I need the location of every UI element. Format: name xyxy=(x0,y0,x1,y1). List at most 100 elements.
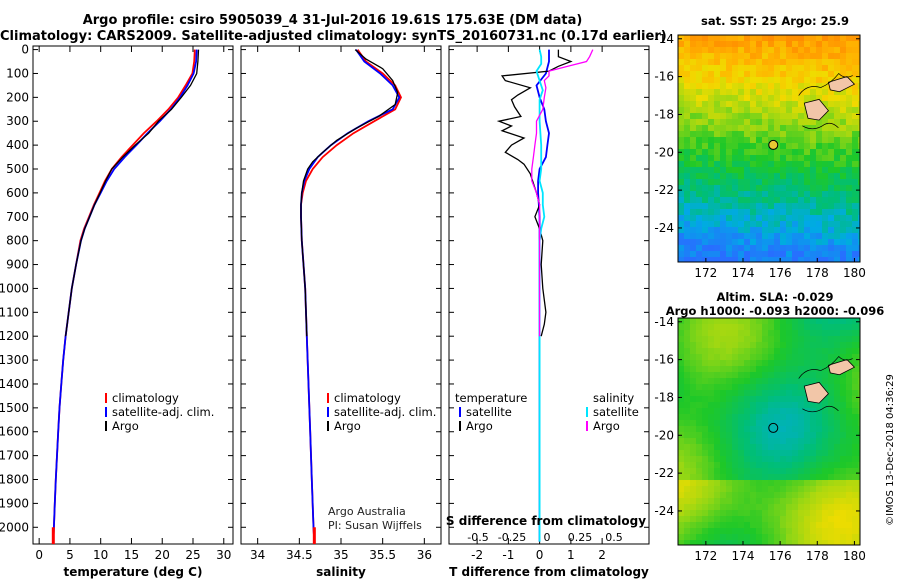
sst-cell xyxy=(744,257,751,262)
sst-cell xyxy=(792,245,799,252)
sst-cell xyxy=(708,227,715,234)
sst-cell xyxy=(852,239,859,246)
sla-cell xyxy=(756,408,763,415)
sla-cell xyxy=(780,348,787,355)
sla-cell xyxy=(786,414,793,421)
depth-tick-label: 300 xyxy=(6,114,29,128)
depth-tick-label: 900 xyxy=(6,258,29,272)
sla-cell xyxy=(840,396,847,403)
sla-cell xyxy=(738,462,745,469)
sst-cell xyxy=(792,203,799,210)
sla-cell xyxy=(744,510,751,517)
sla-cell xyxy=(684,486,691,493)
sst-cell xyxy=(732,143,739,150)
sst-cell xyxy=(810,65,817,72)
sla-cell xyxy=(822,438,829,445)
sst-cell xyxy=(822,167,829,174)
sla-cell xyxy=(762,360,769,367)
sla-cell xyxy=(708,444,715,451)
sst-cell xyxy=(840,131,847,138)
sst-cell xyxy=(756,191,763,198)
sst-cell xyxy=(798,47,805,54)
sst-cell xyxy=(810,239,817,246)
sla-cell xyxy=(822,462,829,469)
sla-cell xyxy=(690,390,697,397)
sla-cell xyxy=(840,354,847,361)
sst-cell xyxy=(702,65,709,72)
sla-cell xyxy=(834,348,841,355)
sla-cell xyxy=(810,414,817,421)
sst-cell xyxy=(714,71,721,78)
sst-cell xyxy=(858,173,860,180)
sst-cell xyxy=(708,191,715,198)
sst-cell xyxy=(732,137,739,144)
sla-cell xyxy=(786,486,793,493)
sla-cell xyxy=(792,474,799,481)
sla-cell xyxy=(720,450,727,457)
sst-cell xyxy=(840,41,847,48)
sla-cell xyxy=(684,462,691,469)
sst-cell xyxy=(696,173,703,180)
sst-cell xyxy=(852,83,859,90)
sst-cell xyxy=(768,35,775,42)
sla-cell xyxy=(780,426,787,433)
sla-cell xyxy=(690,372,697,379)
sst-cell xyxy=(732,89,739,96)
sla-cell xyxy=(816,498,823,505)
sst-cell xyxy=(804,119,811,126)
sla-cell xyxy=(852,462,859,469)
sla-cell xyxy=(780,486,787,493)
sla-cell xyxy=(816,324,823,331)
sla-cell xyxy=(714,342,721,349)
sla-cell xyxy=(726,342,733,349)
sst-cell xyxy=(816,191,823,198)
sla-cell xyxy=(702,420,709,427)
sla-cell xyxy=(822,366,829,373)
sst-cell xyxy=(714,155,721,162)
diff-frame xyxy=(448,45,650,545)
sla-cell xyxy=(708,420,715,427)
sla-cell xyxy=(798,540,805,545)
sst-cell xyxy=(816,137,823,144)
sst-cell xyxy=(690,53,697,60)
sst-cell xyxy=(858,107,860,114)
sla-cell xyxy=(708,474,715,481)
sst-cell xyxy=(816,155,823,162)
sst-cell xyxy=(762,137,769,144)
sst-cell xyxy=(750,41,757,48)
sst-cell xyxy=(804,41,811,48)
sst-cell xyxy=(756,143,763,150)
sla-cell xyxy=(804,492,811,499)
sst-cell xyxy=(690,161,697,168)
sst-xtick-label: 180 xyxy=(843,266,866,280)
sla-cell xyxy=(702,384,709,391)
sla-cell xyxy=(708,324,715,331)
sla-cell xyxy=(678,420,685,427)
sst-cell xyxy=(786,35,793,42)
sla-cell xyxy=(840,390,847,397)
sla-cell xyxy=(780,432,787,439)
sla-cell xyxy=(780,420,787,427)
sal-legend-label: satellite-adj. clim. xyxy=(334,405,436,419)
sst-cell xyxy=(834,197,841,204)
sst-cell xyxy=(780,53,787,60)
sst-cell xyxy=(792,59,799,66)
sst-cell xyxy=(798,149,805,156)
sst-cell xyxy=(762,203,769,210)
sla-cell xyxy=(822,372,829,379)
sla-cell xyxy=(834,486,841,493)
sla-cell xyxy=(732,366,739,373)
sla-cell xyxy=(750,390,757,397)
sla-cell xyxy=(792,336,799,343)
sst-cell xyxy=(792,89,799,96)
diff-legend-label: satellite xyxy=(466,405,512,419)
sst-cell xyxy=(762,107,769,114)
sst-cell xyxy=(816,185,823,192)
sla-cell xyxy=(750,372,757,379)
sla-cell xyxy=(846,420,853,427)
sla-cell xyxy=(726,510,733,517)
sla-cell xyxy=(726,432,733,439)
sst-cell xyxy=(816,215,823,222)
sst-cell xyxy=(780,167,787,174)
sla-cell xyxy=(786,510,793,517)
